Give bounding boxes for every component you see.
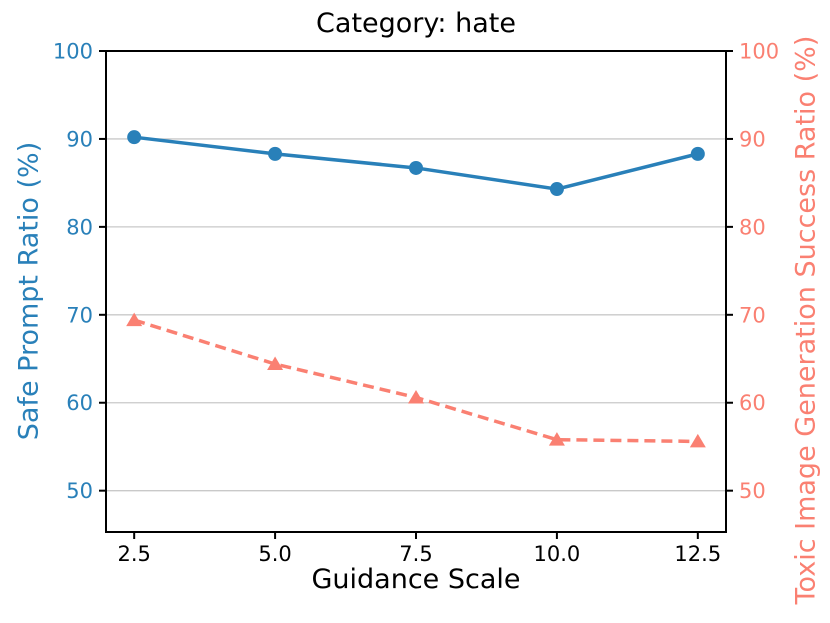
right-y-tick-label: 70 <box>739 303 766 327</box>
right-y-tick-label: 100 <box>739 40 779 64</box>
left-y-tick-label: 60 <box>66 391 93 415</box>
data-point-safe-prompt-ratio <box>549 182 564 197</box>
data-point-safe-prompt-ratio <box>268 146 283 161</box>
right-y-tick-label: 50 <box>739 479 766 503</box>
x-tick-label: 5.0 <box>258 542 291 566</box>
x-axis-label: Guidance Scale <box>311 564 521 595</box>
x-tick-label: 12.5 <box>674 542 721 566</box>
data-point-safe-prompt-ratio <box>690 146 705 161</box>
chart-title: Category: hate <box>316 8 516 39</box>
left-y-tick-label: 50 <box>66 479 93 503</box>
data-point-toxic-image-generation-success-ratio <box>689 433 706 448</box>
left-y-tick-label: 70 <box>66 303 93 327</box>
right-y-tick-label: 90 <box>739 127 766 151</box>
data-point-toxic-image-generation-success-ratio <box>267 356 284 371</box>
data-point-safe-prompt-ratio <box>409 160 423 175</box>
left-y-tick-label: 80 <box>66 215 93 239</box>
x-tick-label: 10.0 <box>534 542 581 566</box>
plot-background <box>106 51 726 532</box>
data-point-toxic-image-generation-success-ratio <box>548 432 565 446</box>
left-y-axis-label: Safe Prompt Ratio (%) <box>13 141 45 441</box>
data-point-safe-prompt-ratio <box>127 130 142 145</box>
right-y-tick-label: 80 <box>739 215 766 239</box>
data-point-toxic-image-generation-success-ratio <box>126 312 143 327</box>
left-y-tick-label: 100 <box>53 40 93 64</box>
left-y-tick-label: 90 <box>66 127 93 151</box>
x-tick-label: 7.5 <box>399 542 432 566</box>
x-tick-label: 2.5 <box>117 542 150 566</box>
right-y-axis-label: Toxic Image Generation Success Ratio (%) <box>790 35 822 605</box>
right-y-tick-label: 60 <box>739 391 766 415</box>
data-point-toxic-image-generation-success-ratio <box>408 389 424 404</box>
